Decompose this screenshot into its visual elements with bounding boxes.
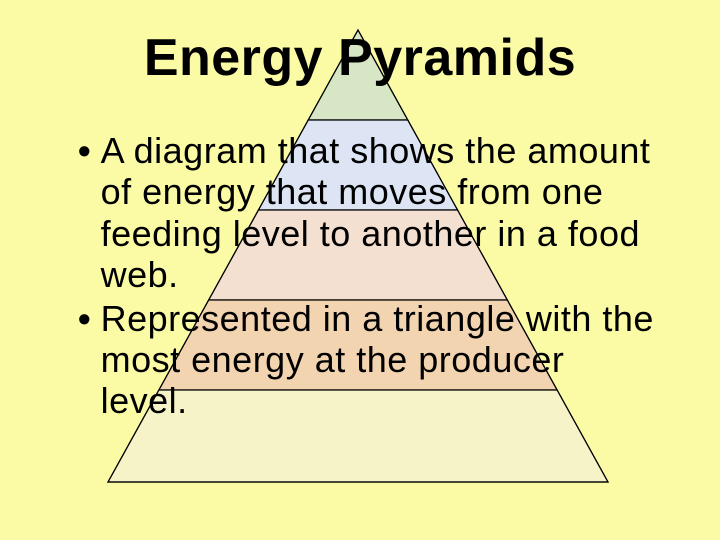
bullet-marker: • — [78, 130, 91, 171]
bullet-list: • A diagram that shows the amount of ene… — [60, 130, 660, 422]
slide-title: Energy Pyramids — [60, 28, 660, 88]
slide-content: Energy Pyramids • A diagram that shows t… — [0, 0, 720, 540]
bullet-item: • Represented in a triangle with the mos… — [78, 298, 660, 422]
bullet-text: A diagram that shows the amount of energ… — [101, 130, 660, 296]
bullet-marker: • — [78, 298, 91, 339]
bullet-item: • A diagram that shows the amount of ene… — [78, 130, 660, 296]
bullet-text: Represented in a triangle with the most … — [101, 298, 660, 422]
